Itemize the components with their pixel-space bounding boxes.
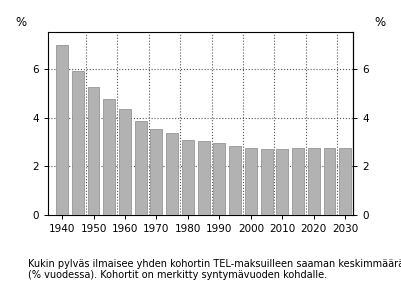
Bar (261, 149, 273, 215)
Bar (56, 44, 68, 215)
Bar (72, 71, 84, 215)
Bar (308, 148, 320, 215)
Bar (339, 148, 351, 215)
Text: Kukin pylväs ilmaisee yhden kohortin TEL-maksuilleen saaman keskimmääräisen reaa: Kukin pylväs ilmaisee yhden kohortin TEL… (28, 259, 401, 280)
Bar (213, 143, 225, 215)
Bar (324, 148, 336, 215)
Bar (119, 109, 131, 215)
Bar (182, 140, 194, 215)
Bar (292, 148, 304, 215)
Bar (103, 99, 115, 215)
Bar (276, 149, 288, 215)
Bar (198, 141, 210, 215)
Bar (135, 121, 147, 215)
Text: %: % (15, 16, 26, 29)
Bar (87, 87, 99, 215)
Bar (245, 148, 257, 215)
Bar (166, 133, 178, 215)
Bar (150, 128, 162, 215)
Bar (229, 146, 241, 215)
Text: %: % (375, 16, 386, 29)
